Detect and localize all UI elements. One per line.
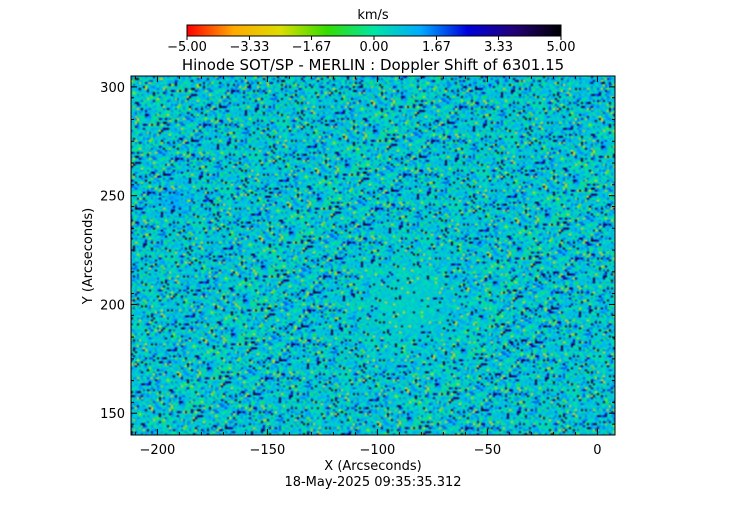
colorbar-ticks: −5.00 −3.33 −1.67 0.00 1.67 3.33 5.00: [167, 36, 575, 55]
x-tick-label: −100: [360, 443, 396, 458]
y-tick-label: 300: [100, 81, 125, 96]
colorbar-label: km/s: [357, 8, 389, 23]
x-tick-label: −150: [250, 443, 286, 458]
y-tick-label: 150: [100, 407, 125, 422]
colorbar-tick-label: −1.67: [292, 40, 332, 55]
chart-title: Hinode SOT/SP - MERLIN : Doppler Shift o…: [182, 56, 564, 74]
x-tick-label: 0: [593, 443, 601, 458]
timestamp: 18-May-2025 09:35:35.312: [284, 475, 461, 490]
x-axis-ticks: −200 −150 −100 −50 0: [134, 76, 602, 458]
colorbar-tick-label: 0.00: [360, 40, 389, 55]
colorbar-tick-label: −5.00: [167, 40, 207, 55]
y-tick-label: 200: [100, 298, 125, 313]
x-tick-label: −50: [474, 443, 501, 458]
y-axis-label: Y (Arcseconds): [81, 208, 96, 305]
x-tick-label: −200: [140, 443, 176, 458]
y-axis-ticks: 150 200 250 300: [100, 75, 615, 425]
x-axis-label: X (Arcseconds): [324, 459, 421, 474]
y-tick-label: 250: [100, 190, 125, 205]
colorbar-tick-label: 5.00: [547, 40, 576, 55]
colorbar-tick-label: 1.67: [422, 40, 451, 55]
colorbar-tick-label: 3.33: [484, 40, 513, 55]
plot-frame: [130, 75, 616, 436]
colorbar: [186, 24, 562, 37]
doppler-map: [131, 76, 615, 435]
colorbar-tick-label: −3.33: [230, 40, 270, 55]
